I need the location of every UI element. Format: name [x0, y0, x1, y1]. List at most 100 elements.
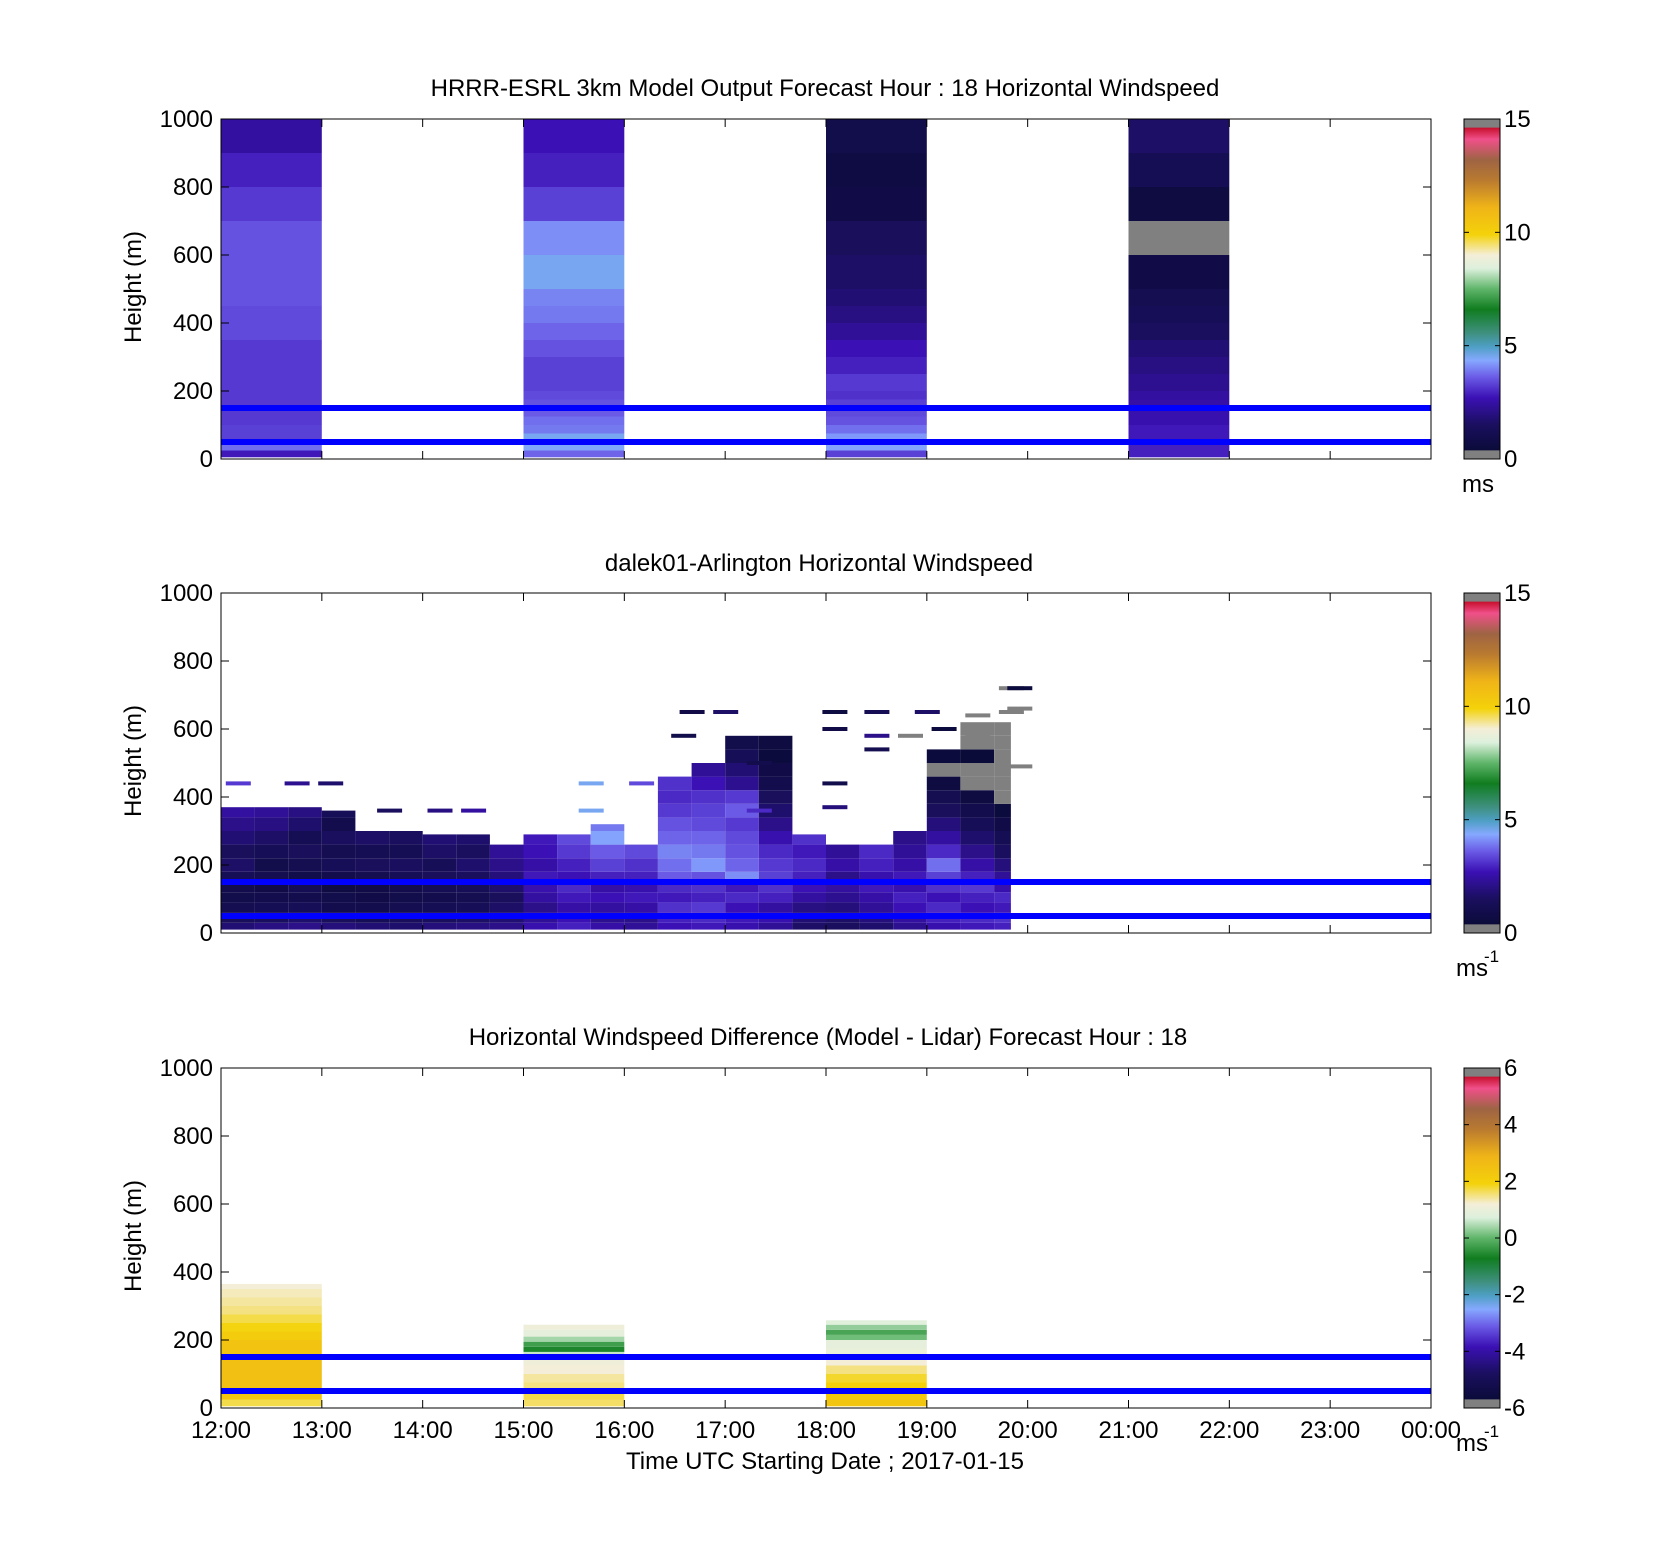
- heatmap-sparse-cell: [864, 747, 890, 752]
- heatmap-cell: [1128, 289, 1230, 306]
- heatmap-cell: [657, 803, 692, 818]
- heatmap-cell: [288, 902, 322, 913]
- heatmap-cell: [590, 831, 625, 845]
- panel-difference-colorbar: -6 -4 -2 0 2 4 6: [1463, 1055, 1525, 1422]
- heatmap-cell: [321, 817, 356, 831]
- heatmap-cell: [221, 831, 255, 845]
- heatmap-sparse-cell: [822, 710, 848, 714]
- y-tick-label: 600: [173, 716, 213, 743]
- heatmap-cell: [557, 871, 591, 882]
- heatmap-cell: [288, 882, 322, 893]
- heatmap-cell: [355, 858, 389, 872]
- panel-difference-heatmap: [221, 1283, 927, 1407]
- heatmap-cell: [557, 858, 591, 872]
- heatmap-cell: [657, 831, 692, 845]
- heatmap-cell: [826, 1365, 927, 1374]
- panel-model-colorbar-unit: ms: [1462, 471, 1494, 498]
- heatmap-sparse-cell: [864, 710, 890, 714]
- colorbar-tick-label: 0: [1504, 1225, 1517, 1252]
- heatmap-cell: [758, 817, 793, 831]
- heatmap-sparse-cell: [822, 781, 848, 786]
- heatmap-cell: [926, 922, 961, 930]
- heatmap-cell: [994, 763, 1011, 777]
- heatmap-cell: [523, 408, 625, 417]
- heatmap-cell: [926, 902, 961, 913]
- heatmap-cell: [221, 1357, 322, 1374]
- heatmap-cell: [456, 834, 490, 845]
- heatmap-cell: [523, 399, 625, 408]
- heatmap-cell: [926, 763, 961, 777]
- panel-model-y-ticks: 0 200 400 600 800 1000: [160, 106, 1431, 473]
- heatmap-cell: [758, 882, 793, 893]
- heatmap-cell: [994, 871, 1011, 882]
- panel-difference-colorbar-unit-exponent: -1: [1484, 1422, 1499, 1441]
- heatmap-cell: [489, 871, 524, 882]
- heatmap-cell: [691, 817, 726, 831]
- heatmap-cell: [523, 289, 625, 306]
- heatmap-cell: [590, 871, 625, 882]
- heatmap-cell: [960, 722, 994, 736]
- heatmap-cell: [826, 442, 927, 451]
- heatmap-cell: [826, 119, 927, 153]
- panel-lidar-y-ticks: 0 200 400 600 800 1000: [160, 580, 1431, 947]
- heatmap-cell: [422, 858, 457, 872]
- heatmap-cell: [792, 902, 826, 913]
- heatmap-cell: [994, 858, 1011, 872]
- heatmap-cell: [960, 763, 994, 777]
- heatmap-cell: [826, 399, 927, 408]
- heatmap-cell: [523, 858, 558, 872]
- heatmap-cell: [960, 922, 994, 930]
- y-tick-label: 200: [173, 1327, 213, 1354]
- heatmap-cell: [826, 892, 860, 903]
- heatmap-cell: [221, 450, 322, 458]
- heatmap-cell: [221, 1297, 322, 1306]
- y-tick-label: 400: [173, 784, 213, 811]
- heatmap-cell: [826, 357, 927, 374]
- heatmap-cell: [221, 1314, 322, 1323]
- heatmap-cell: [758, 776, 793, 791]
- heatmap-cell: [523, 340, 625, 357]
- colorbar-tick-label: 10: [1504, 693, 1531, 720]
- heatmap-cell: [389, 882, 423, 893]
- heatmap-cell: [590, 922, 625, 930]
- heatmap-cell: [456, 892, 490, 903]
- heatmap-sparse-cell: [284, 781, 310, 786]
- heatmap-cell: [826, 187, 927, 221]
- heatmap-cell: [624, 892, 658, 903]
- panel-lidar-colorbar-unit: ms -1: [1456, 947, 1499, 982]
- heatmap-sparse-cell: [679, 710, 705, 714]
- heatmap-cell: [657, 844, 692, 859]
- heatmap-cell: [725, 735, 759, 750]
- heatmap-cell: [422, 834, 457, 845]
- heatmap-sparse-cell: [713, 710, 739, 714]
- heatmap-cell: [523, 425, 625, 434]
- panel-difference-colorbar-unit-base: ms: [1456, 1430, 1488, 1457]
- heatmap-cell: [725, 871, 759, 882]
- heatmap-cell: [523, 323, 625, 340]
- heatmap-sparse-cell: [578, 808, 604, 813]
- heatmap-cell: [422, 871, 457, 882]
- heatmap-cell: [657, 776, 692, 791]
- heatmap-cell: [523, 1399, 625, 1407]
- heatmap-cell: [758, 749, 793, 763]
- heatmap-cell: [422, 922, 457, 930]
- heatmap-cell: [523, 871, 558, 882]
- heatmap-cell: [994, 749, 1011, 763]
- heatmap-cell: [926, 749, 961, 763]
- heatmap-cell: [826, 882, 860, 893]
- heatmap-cell: [826, 323, 927, 340]
- heatmap-cell: [826, 1348, 927, 1357]
- panel-model-reference-lines: [221, 405, 1431, 445]
- heatmap-cell: [826, 1357, 927, 1366]
- heatmap-cell: [1128, 153, 1230, 187]
- heatmap-cell: [489, 858, 524, 872]
- heatmap-cell: [826, 922, 860, 930]
- heatmap-cell: [859, 858, 894, 872]
- heatmap-cell: [826, 255, 927, 289]
- heatmap-sparse-cell: [822, 727, 848, 731]
- heatmap-cell: [523, 1341, 625, 1347]
- heatmap-cell: [994, 790, 1011, 804]
- heatmap-cell: [221, 871, 255, 882]
- heatmap-sparse-cell: [377, 808, 403, 813]
- heatmap-cell: [893, 892, 927, 903]
